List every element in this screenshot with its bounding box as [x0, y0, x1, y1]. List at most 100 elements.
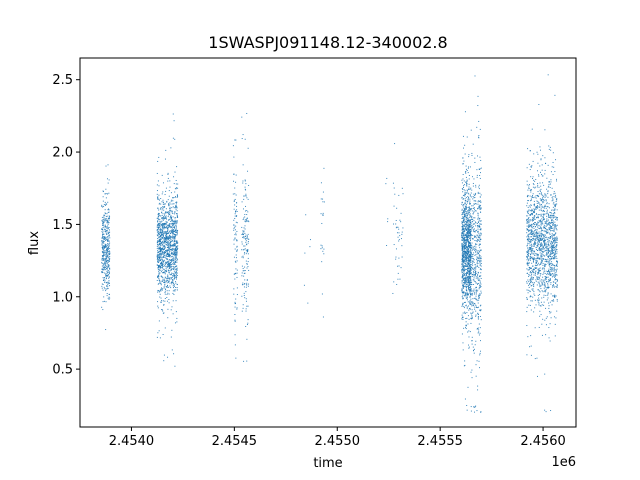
data-point: [160, 266, 162, 268]
data-point: [464, 265, 466, 267]
data-point: [470, 253, 472, 254]
data-point: [157, 225, 159, 227]
data-point: [548, 237, 550, 239]
data-point: [465, 197, 467, 199]
data-point: [168, 262, 170, 264]
data-point: [463, 240, 465, 242]
data-point: [533, 244, 535, 246]
data-point: [528, 250, 530, 252]
data-point: [158, 291, 160, 293]
data-point: [470, 371, 472, 373]
data-point: [462, 211, 464, 213]
data-point: [473, 197, 475, 199]
data-point: [475, 248, 477, 250]
data-point: [244, 216, 246, 218]
data-point: [529, 283, 531, 285]
data-point: [101, 271, 103, 273]
data-point: [469, 289, 471, 291]
data-point: [105, 259, 107, 261]
data-point: [463, 251, 465, 253]
data-point: [556, 257, 558, 259]
data-point: [469, 238, 471, 240]
data-point: [543, 250, 545, 252]
data-point: [160, 255, 162, 257]
data-point: [167, 226, 169, 228]
data-point: [528, 231, 530, 233]
data-point: [556, 245, 558, 247]
data-point: [248, 283, 250, 285]
data-point: [541, 334, 543, 336]
data-point: [550, 253, 552, 255]
data-point: [465, 242, 467, 244]
data-point: [536, 213, 538, 215]
data-point: [164, 241, 166, 243]
data-point: [538, 225, 540, 227]
data-point: [465, 279, 467, 281]
data-point: [106, 213, 108, 215]
data-point: [527, 200, 529, 202]
data-point: [247, 253, 249, 255]
data-point: [544, 204, 546, 206]
data-point: [555, 253, 556, 255]
data-point: [168, 243, 170, 245]
data-point: [170, 245, 172, 247]
data-point: [467, 277, 469, 279]
data-point: [554, 255, 556, 257]
data-point: [539, 244, 541, 246]
data-point: [475, 243, 477, 245]
data-point: [477, 105, 479, 107]
data-point: [157, 228, 159, 230]
data-point: [531, 300, 533, 302]
data-point: [551, 269, 553, 271]
data-point: [551, 238, 553, 240]
data-point: [553, 316, 555, 318]
data-point: [167, 317, 169, 319]
data-point: [464, 261, 466, 263]
data-point: [246, 220, 248, 222]
data-point: [160, 243, 162, 245]
data-point: [461, 264, 463, 266]
data-point: [106, 247, 108, 249]
data-point: [175, 201, 177, 203]
data-point: [159, 228, 161, 230]
data-point: [175, 276, 177, 278]
data-point: [400, 267, 402, 269]
data-point: [105, 266, 107, 268]
data-point: [157, 238, 159, 240]
data-point: [168, 211, 170, 213]
data-point: [392, 292, 394, 294]
data-point: [479, 207, 481, 209]
data-point: [465, 229, 467, 231]
data-point: [236, 308, 238, 310]
data-point: [164, 223, 166, 225]
data-point: [175, 311, 177, 313]
data-point: [462, 249, 464, 251]
data-point: [554, 272, 556, 274]
data-point: [462, 217, 464, 219]
data-point: [241, 295, 243, 297]
data-point: [172, 285, 174, 287]
data-point: [102, 256, 104, 257]
data-point: [463, 180, 465, 182]
data-point: [553, 274, 555, 276]
data-point: [556, 180, 558, 182]
data-point: [171, 239, 173, 241]
data-point: [478, 168, 480, 170]
data-point: [164, 251, 166, 253]
data-point: [468, 156, 470, 158]
data-point: [464, 213, 466, 215]
data-point: [108, 245, 110, 247]
data-point: [170, 215, 172, 217]
data-point: [102, 238, 104, 240]
data-point: [474, 411, 476, 413]
data-point: [544, 286, 546, 288]
data-point: [157, 250, 159, 252]
data-point: [171, 259, 173, 261]
data-point: [236, 205, 238, 207]
data-point: [532, 260, 534, 262]
data-point: [245, 300, 247, 302]
data-point: [105, 288, 107, 290]
data-point: [556, 203, 558, 205]
data-point: [235, 181, 237, 183]
data-point: [473, 223, 475, 225]
